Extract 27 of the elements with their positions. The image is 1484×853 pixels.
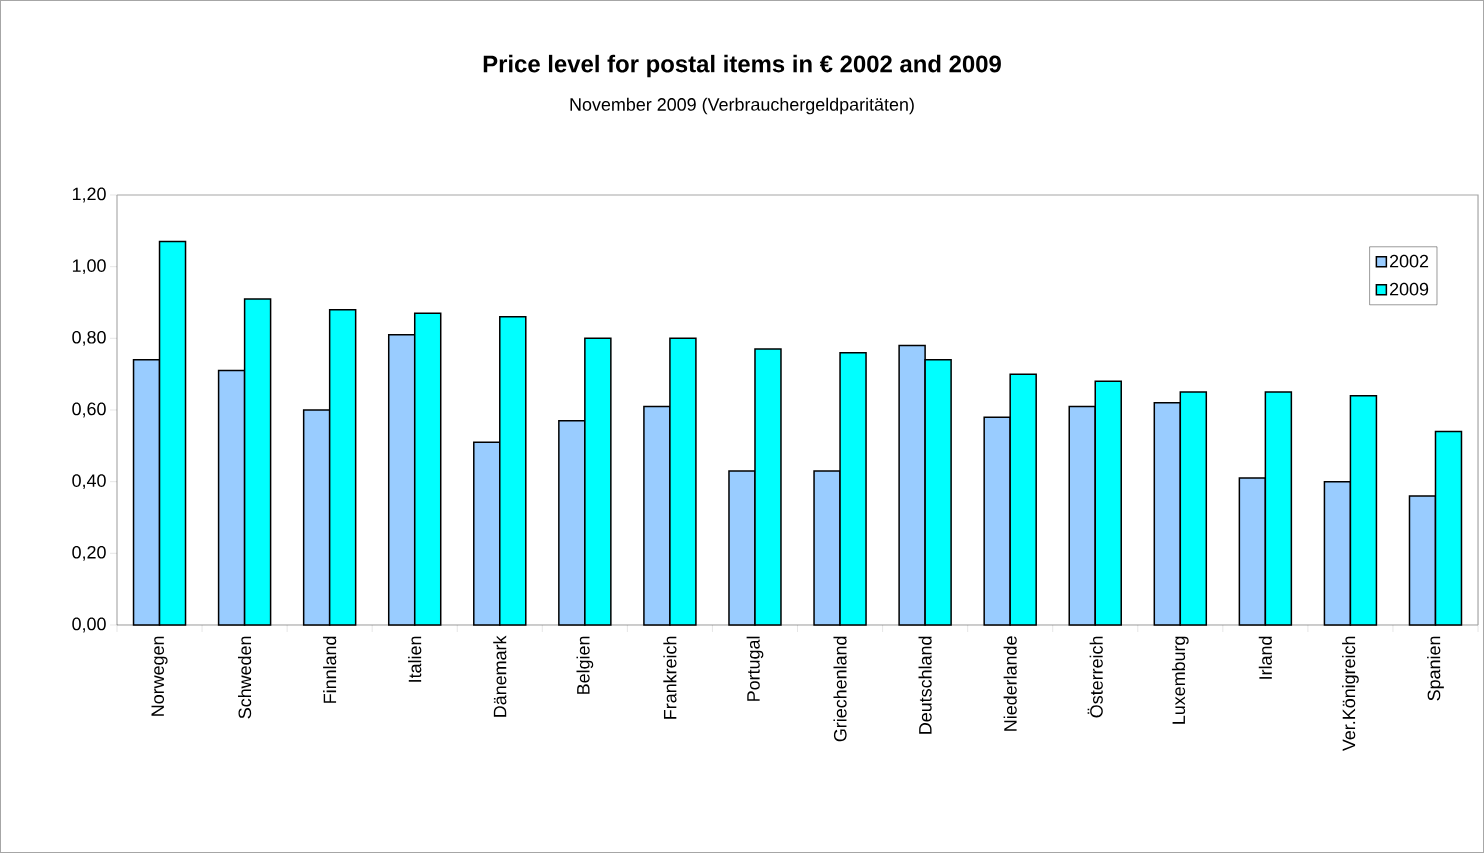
x-tick-label: Frankreich [663, 636, 677, 719]
legend-label: 2002 [1390, 254, 1429, 268]
x-tick-label: Griechenland [833, 636, 847, 742]
y-tick-label: 0,60 [72, 402, 106, 418]
x-tick-label: Dänemark [493, 635, 507, 717]
chart-subtitle: November 2009 (Verbrauchergeldparitäten) [570, 97, 914, 115]
y-tick-label: 1,20 [72, 187, 106, 203]
x-tick-label: Ver.Königreich [1342, 636, 1359, 752]
y-tick-label: 0,20 [72, 545, 106, 561]
x-tick-label: Italien [408, 636, 422, 682]
x-tick-label: Spanien [1427, 636, 1444, 701]
y-tick-label: 0,00 [72, 617, 106, 633]
y-tick-label: 0,40 [72, 474, 106, 490]
x-tick-label: Deutschland [918, 636, 932, 734]
x-tick-label: Schweden [238, 636, 252, 719]
y-tick-label: 0,80 [72, 330, 106, 346]
y-tick-label: 1,00 [72, 259, 106, 275]
x-tick-label: Niederlande [1003, 636, 1017, 731]
x-tick-label: Österreich [1087, 636, 1103, 718]
x-tick-label: Luxemburg [1171, 636, 1189, 724]
chart-title: Price level for postal items in € 2002 and 2009 [483, 54, 1001, 78]
x-tick-label: Finnland [323, 636, 337, 703]
legend-label: 2009 [1390, 282, 1429, 296]
x-tick-label: Belgien [576, 636, 594, 694]
x-tick-label: Norwegen [151, 636, 168, 716]
x-tick-label: Portugal [746, 636, 764, 701]
x-tick-label: Irland [1258, 636, 1272, 679]
